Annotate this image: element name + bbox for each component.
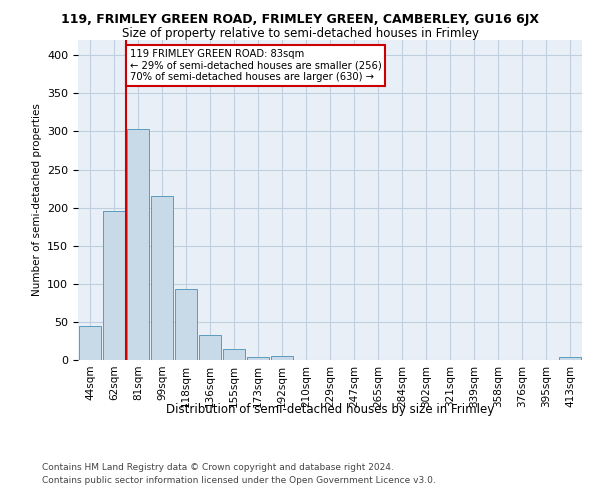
Bar (175, 289, 197, 360)
Text: Contains public sector information licensed under the Open Government Licence v3: Contains public sector information licen… (42, 476, 436, 485)
Bar (271, 356, 293, 360)
Bar (103, 212, 125, 360)
Bar (151, 196, 173, 360)
Text: Contains HM Land Registry data © Crown copyright and database right 2024.: Contains HM Land Registry data © Crown c… (42, 462, 394, 471)
Bar (559, 357, 581, 360)
Bar (247, 357, 269, 360)
Text: 119 FRIMLEY GREEN ROAD: 83sqm
← 29% of semi-detached houses are smaller (256)
70: 119 FRIMLEY GREEN ROAD: 83sqm ← 29% of s… (130, 49, 382, 82)
Y-axis label: Number of semi-detached properties: Number of semi-detached properties (32, 104, 41, 296)
Bar (199, 335, 221, 360)
Text: Distribution of semi-detached houses by size in Frimley: Distribution of semi-detached houses by … (166, 402, 494, 415)
Bar (223, 348, 245, 360)
Bar (127, 129, 149, 360)
Text: 119, FRIMLEY GREEN ROAD, FRIMLEY GREEN, CAMBERLEY, GU16 6JX: 119, FRIMLEY GREEN ROAD, FRIMLEY GREEN, … (61, 12, 539, 26)
Text: Size of property relative to semi-detached houses in Frimley: Size of property relative to semi-detach… (121, 28, 479, 40)
Bar (79, 326, 101, 360)
